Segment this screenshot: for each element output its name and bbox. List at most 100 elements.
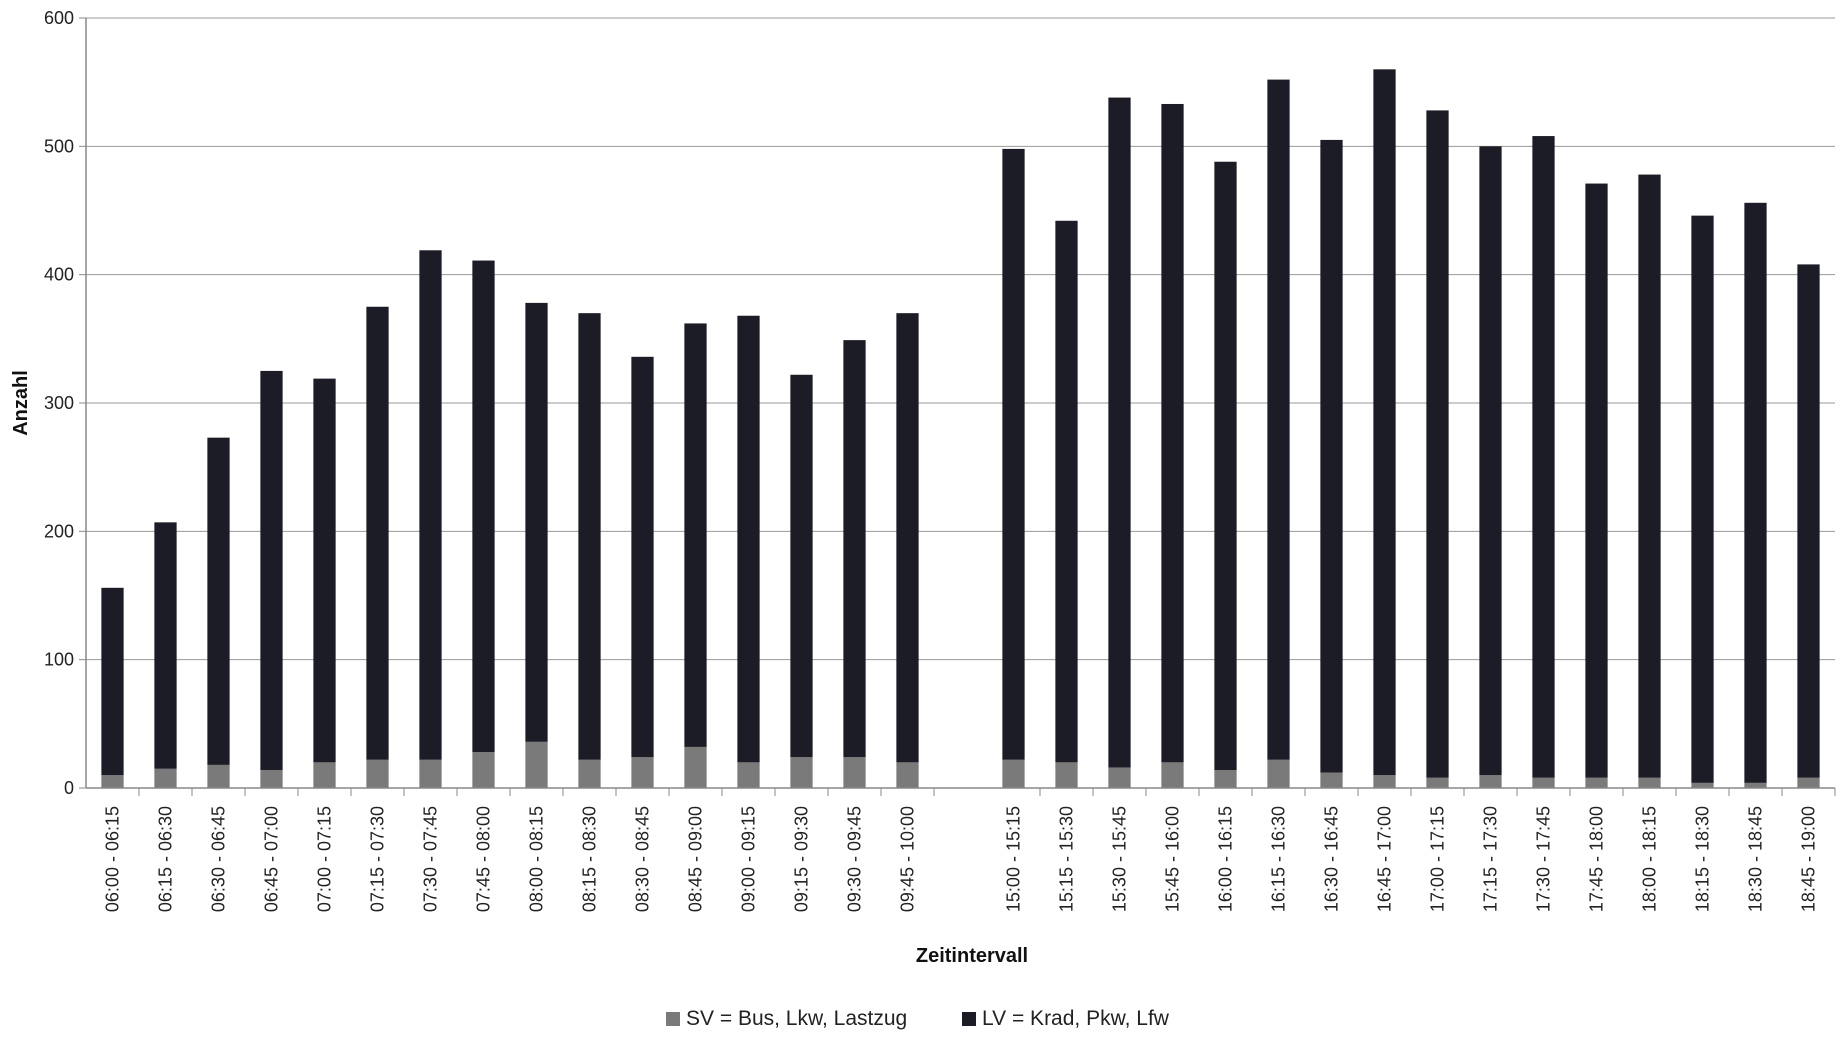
bar-segment-lv [1744, 202, 1767, 783]
bar-segment-lv [260, 370, 283, 771]
x-tick-label: 17:45 - 18:00 [1587, 806, 1607, 912]
bar-segment-lv [896, 313, 919, 763]
x-tick-label: 17:15 - 17:30 [1481, 806, 1501, 912]
bar-segment-sv [260, 770, 283, 788]
x-tick-label: 09:45 - 10:00 [898, 806, 918, 912]
bar-segment-sv [684, 746, 707, 788]
bar-segment-sv [419, 759, 442, 788]
bar-segment-lv [684, 323, 707, 747]
bar-segment-lv [1373, 69, 1396, 776]
bar-segment-lv [790, 374, 813, 758]
bar-segment-sv [631, 757, 654, 788]
bar-segment-lv [1426, 110, 1449, 778]
bar-segment-sv [843, 757, 866, 788]
bar-segment-lv [1267, 79, 1290, 760]
y-tick-label: 300 [44, 393, 74, 413]
bar-segment-sv [1055, 762, 1078, 788]
bar-segment-sv [472, 752, 495, 788]
x-tick-label: 06:15 - 06:30 [156, 806, 176, 912]
bar-segment-sv [1320, 772, 1343, 788]
bar-segment-lv [1479, 146, 1502, 776]
bar-segment-sv [1108, 767, 1131, 788]
x-tick-label: 06:00 - 06:15 [103, 806, 123, 912]
x-tick-label: 09:30 - 09:45 [845, 806, 865, 912]
x-tick-label: 18:45 - 19:00 [1799, 806, 1819, 912]
bar-segment-sv [101, 775, 124, 788]
y-tick-label: 100 [44, 650, 74, 670]
bar-segment-lv [843, 340, 866, 758]
bar-segment-sv [1585, 777, 1608, 788]
x-tick-label: 06:30 - 06:45 [209, 806, 229, 912]
y-tick-labels: 0 100 200 300 400 500 600 [44, 8, 86, 798]
x-tick-label: 15:15 - 15:30 [1057, 806, 1077, 912]
bar-segment-lv [1108, 97, 1131, 768]
x-tick-label: 16:30 - 16:45 [1322, 806, 1342, 912]
bar-segment-lv [631, 356, 654, 758]
bar-segment-sv [1797, 777, 1820, 788]
y-tick-label: 200 [44, 521, 74, 541]
x-tick-label: 16:15 - 16:30 [1269, 806, 1289, 912]
bar-segment-lv [1214, 161, 1237, 771]
x-tick-label: 16:45 - 17:00 [1375, 806, 1395, 912]
legend-label-lv: LV = Krad, Pkw, Lfw [982, 1007, 1170, 1030]
y-tick-label: 400 [44, 265, 74, 285]
x-tick-label: 18:30 - 18:45 [1746, 806, 1766, 912]
bar-segment-sv [896, 762, 919, 788]
bar-segment-lv [154, 522, 177, 769]
bar-segment-sv [1161, 762, 1184, 788]
x-tick-label: 15:00 - 15:15 [1004, 806, 1024, 912]
bar-segment-sv [1214, 770, 1237, 788]
y-tick-label: 600 [44, 8, 74, 28]
bar-segment-sv [1744, 782, 1767, 788]
x-tick-label: 08:45 - 09:00 [686, 806, 706, 912]
x-tick-labels: 06:00 - 06:15 06:15 - 06:30 06:30 - 06:45 0… [103, 788, 1836, 912]
bar-segment-lv [737, 315, 760, 763]
legend-label-sv: SV = Bus, Lkw, Lastzug [686, 1007, 907, 1030]
bar-segment-sv [790, 757, 813, 788]
bar-segment-lv [1691, 215, 1714, 783]
legend-swatch-lv [962, 1012, 976, 1026]
bar-segment-sv [1426, 777, 1449, 788]
bar-segment-sv [1373, 775, 1396, 788]
bar-segment-lv [207, 437, 230, 765]
bar-segment-sv [207, 764, 230, 788]
x-tick-label: 08:15 - 08:30 [580, 806, 600, 912]
bar-segment-sv [1532, 777, 1555, 788]
y-axis-title: Anzahl [10, 370, 32, 436]
bar-segment-sv [1479, 775, 1502, 788]
bar-segment-sv [525, 741, 548, 788]
bar-segment-sv [366, 759, 389, 788]
x-tick-label: 07:15 - 07:30 [368, 806, 388, 912]
x-tick-label: 16:00 - 16:15 [1216, 806, 1236, 912]
bar-segment-lv [1797, 264, 1820, 778]
x-tick-label: 09:00 - 09:15 [739, 806, 759, 912]
bar-segment-sv [737, 762, 760, 788]
x-tick-label: 07:45 - 08:00 [474, 806, 494, 912]
bar-segment-lv [1055, 220, 1078, 763]
x-axis-title: Zeitintervall [916, 945, 1028, 967]
x-tick-label: 18:00 - 18:15 [1640, 806, 1660, 912]
bar-segment-sv [154, 768, 177, 788]
bar-segment-lv [1532, 136, 1555, 778]
x-tick-label: 07:30 - 07:45 [421, 806, 441, 912]
bar-segment-lv [1161, 103, 1184, 763]
bar-segment-lv [578, 313, 601, 760]
x-tick-label: 15:45 - 16:00 [1163, 806, 1183, 912]
x-tick-label: 18:15 - 18:30 [1693, 806, 1713, 912]
x-tick-label: 08:00 - 08:15 [527, 806, 547, 912]
legend: SV = Bus, Lkw, Lastzug LV = Krad, Pkw, L… [666, 1007, 1170, 1030]
bars [101, 69, 1820, 788]
bar-segment-lv [472, 260, 495, 753]
bar-segment-lv [1585, 183, 1608, 778]
bar-segment-sv [1638, 777, 1661, 788]
x-tick-label: 06:45 - 07:00 [262, 806, 282, 912]
bar-segment-lv [101, 587, 124, 776]
bar-segment-lv [525, 302, 548, 742]
x-tick-label: 17:30 - 17:45 [1534, 806, 1554, 912]
bar-segment-sv [1267, 759, 1290, 788]
bar-segment-sv [578, 759, 601, 788]
legend-swatch-sv [666, 1012, 680, 1026]
x-tick-label: 17:00 - 17:15 [1428, 806, 1448, 912]
bar-segment-sv [1002, 759, 1025, 788]
